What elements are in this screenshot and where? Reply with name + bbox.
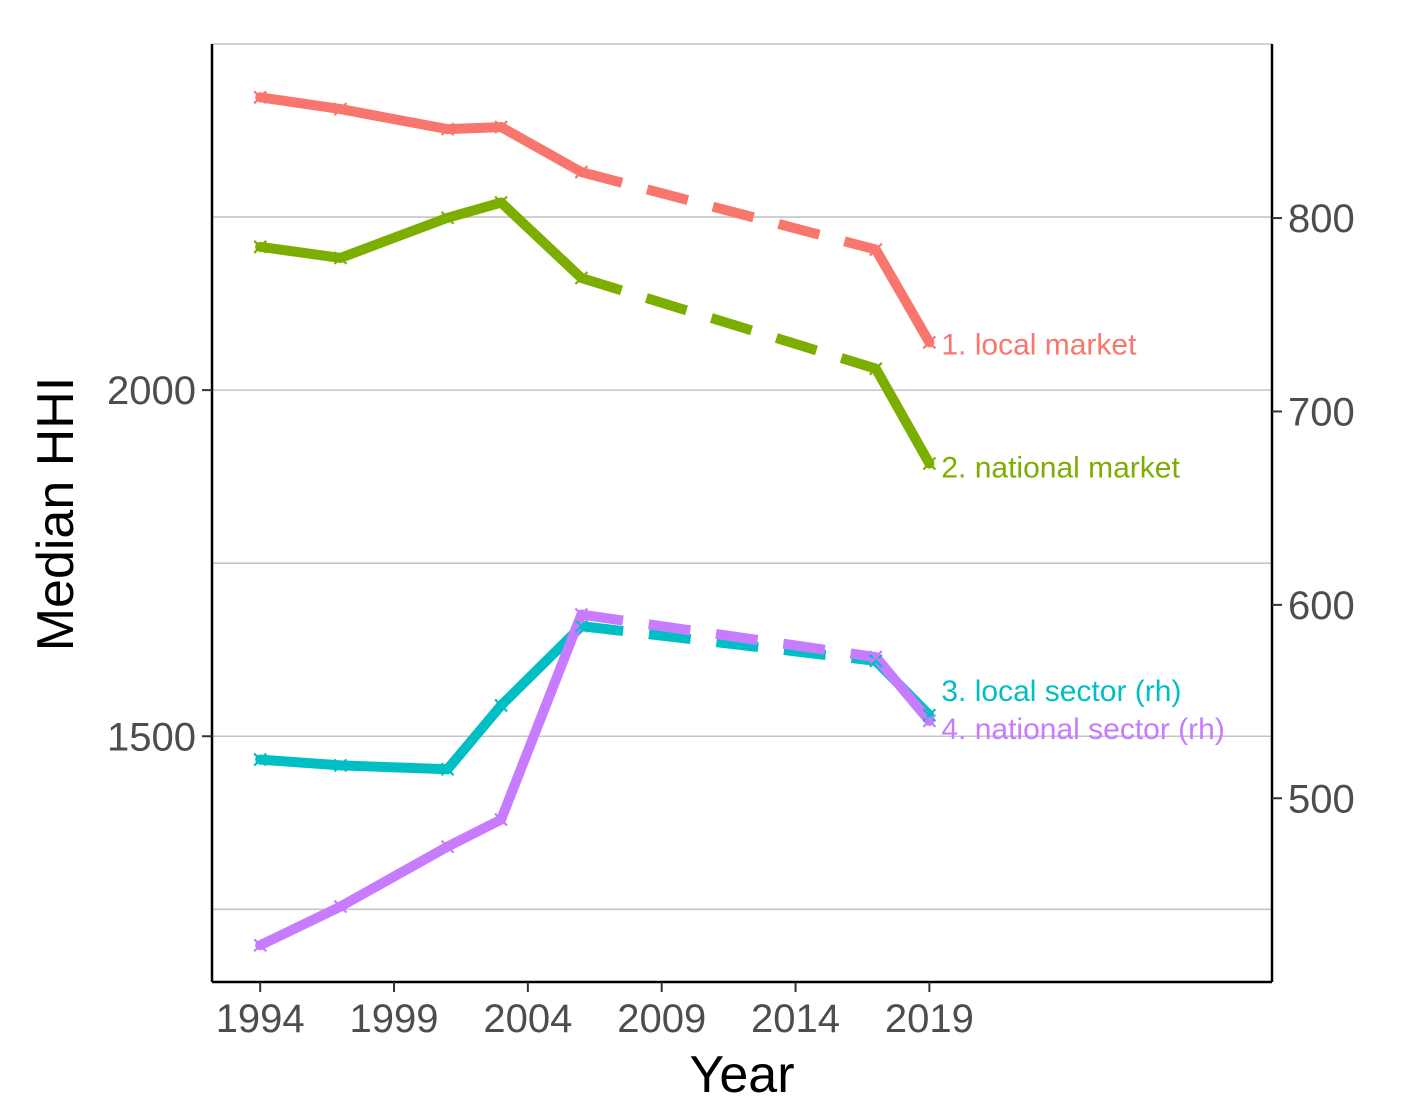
x-tick-label: 2014	[751, 997, 840, 1041]
series-segment-local-market	[442, 122, 507, 135]
series-segment-local-sector-rh	[580, 621, 877, 666]
point-marker-national-market	[440, 210, 455, 225]
point-marker-local-market	[494, 120, 508, 134]
x-axis-title: Year	[689, 1046, 794, 1104]
series-label-national-sector-rh: 4. national sector (rh)	[941, 713, 1224, 746]
point-marker-local-sector-rh	[494, 698, 508, 713]
series-segment-national-sector-rh	[255, 901, 346, 951]
series-label-local-sector-rh: 3. local sector (rh)	[941, 675, 1181, 708]
series-labels: 1. local market 2. national market 3. loca…	[941, 328, 1224, 746]
point-marker-national-market	[922, 456, 937, 471]
x-tick-label: 2004	[483, 997, 572, 1041]
point-marker-local-sector-rh	[253, 752, 267, 767]
y-right-tick-label: 800	[1288, 197, 1355, 241]
series-segment-local-market	[335, 104, 453, 135]
series-segment-national-market	[255, 241, 346, 263]
x-tick-label: 2019	[885, 997, 974, 1041]
series-segment-national-sector-rh	[870, 652, 935, 726]
series-segment-local-market	[255, 92, 346, 115]
y-left-tick-label: 2000	[107, 369, 196, 413]
point-marker-local-sector-rh	[574, 619, 589, 633]
point-marker-national-market	[494, 195, 508, 210]
point-marker-local-market	[574, 165, 589, 179]
point-marker-national-sector-rh	[253, 938, 267, 953]
series-segment-local-market	[496, 122, 587, 178]
series-label-local-market: 1. local market	[941, 328, 1137, 361]
point-marker-national-sector-rh	[494, 812, 508, 827]
point-marker-national-market	[574, 271, 589, 285]
x-tick-label: 2009	[617, 997, 706, 1041]
series-segment-local-sector-rh	[335, 760, 453, 775]
point-marker-national-sector-rh	[440, 839, 455, 854]
y-right-tick-label: 600	[1288, 584, 1355, 628]
point-marker-local-market	[333, 102, 348, 116]
series-layer	[255, 92, 935, 951]
point-marker-national-market	[869, 361, 883, 376]
y-right-tick-label: 500	[1288, 777, 1355, 821]
series-segment-national-market	[335, 212, 453, 263]
point-marker-local-sector-rh	[869, 654, 883, 668]
series-segment-national-sector-rh	[496, 609, 587, 825]
markers-layer	[253, 90, 937, 953]
x-tick-label: 1999	[350, 997, 439, 1041]
series-segment-local-sector-rh	[255, 754, 346, 771]
y-right-tick-label: 700	[1288, 390, 1355, 434]
series-segment-national-sector-rh	[442, 814, 507, 852]
series-segment-national-market	[579, 273, 878, 374]
point-marker-local-sector-rh	[333, 758, 348, 773]
y-axis-title: Median HHI	[27, 377, 85, 652]
x-tick-label: 1994	[216, 997, 305, 1041]
point-marker-national-sector-rh	[574, 607, 589, 622]
axes: 1994 1999 2004 2009 2014 2019 1500 2000 500 600 70…	[107, 44, 1355, 1041]
point-marker-local-market	[922, 335, 937, 350]
series-label-national-market: 2. national market	[941, 452, 1180, 485]
point-marker-local-sector-rh	[922, 708, 937, 722]
series-segment-national-sector-rh	[580, 609, 877, 663]
y-left-tick-label: 1500	[107, 715, 196, 759]
series-segment-national-market	[870, 363, 935, 469]
series-segment-local-sector-rh	[442, 700, 507, 775]
point-marker-local-market	[440, 122, 455, 136]
series-segment-national-market	[442, 197, 507, 223]
point-marker-local-sector-rh	[440, 762, 455, 777]
point-marker-local-market	[253, 90, 267, 105]
point-marker-national-sector-rh	[333, 899, 348, 914]
point-marker-national-market	[253, 240, 267, 254]
series-segment-national-sector-rh	[335, 841, 453, 912]
point-marker-national-sector-rh	[869, 650, 883, 664]
series-segment-national-market	[496, 197, 587, 283]
point-marker-national-sector-rh	[922, 714, 937, 728]
series-segment-local-market	[580, 167, 878, 255]
point-marker-local-market	[869, 242, 883, 257]
point-marker-national-market	[333, 251, 348, 265]
series-segment-local-market	[870, 244, 935, 348]
